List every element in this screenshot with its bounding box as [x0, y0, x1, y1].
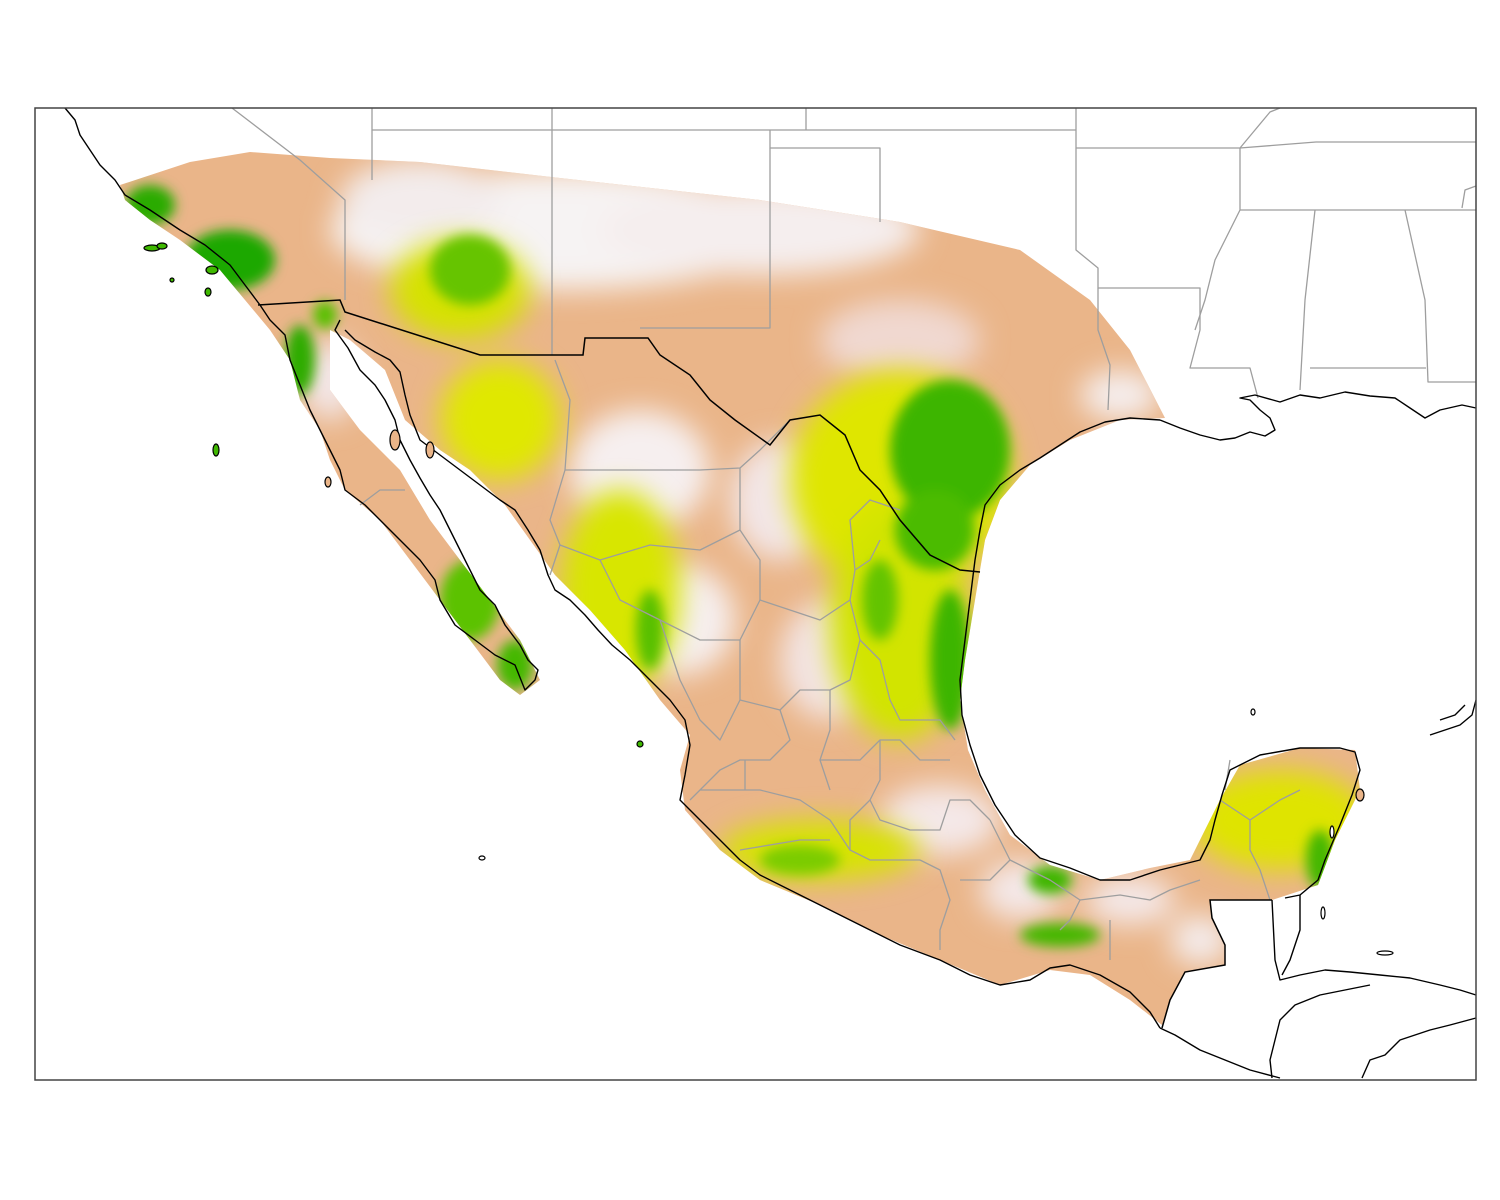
plot-frame: [34, 107, 1477, 1081]
national-borders: [257, 299, 1272, 1029]
state-borders: [231, 107, 1477, 960]
islands: [143, 242, 1394, 956]
